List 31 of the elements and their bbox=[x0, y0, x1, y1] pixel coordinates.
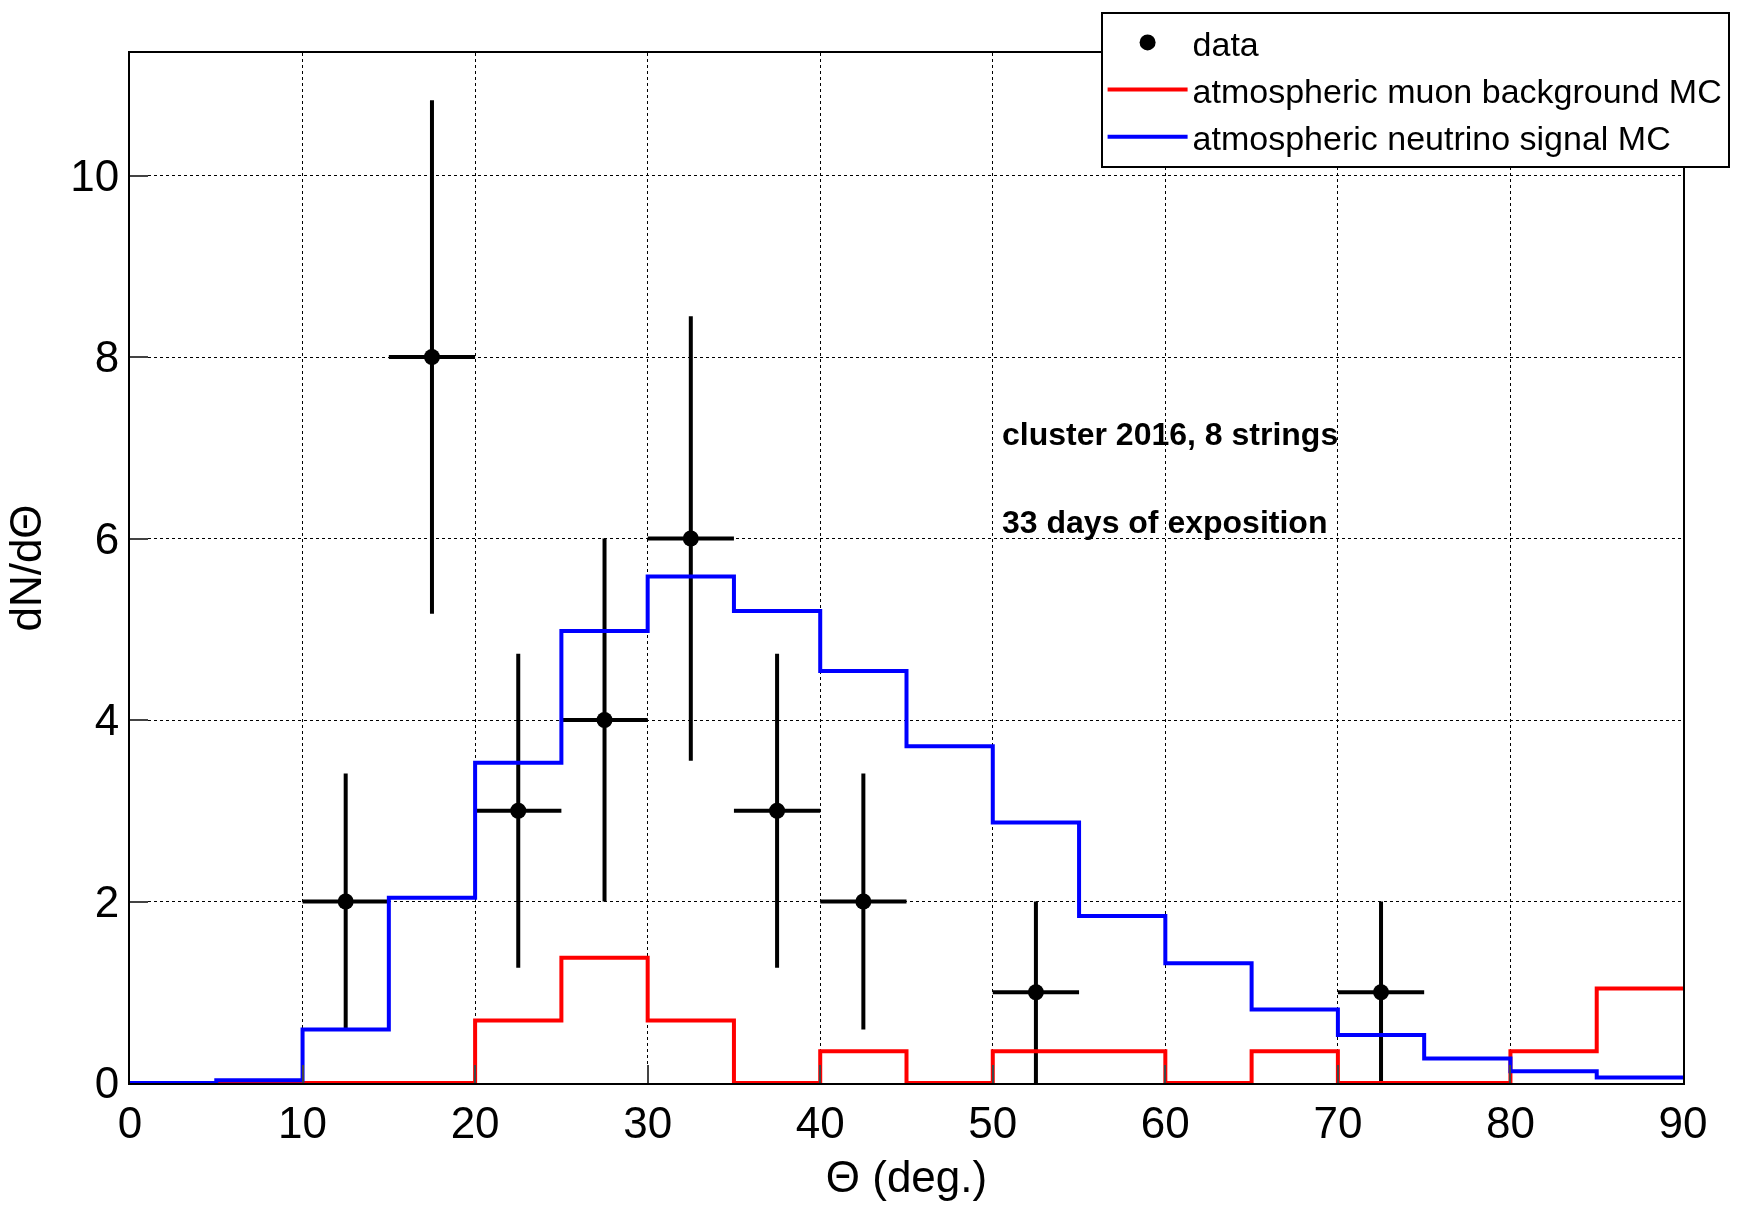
y-tick-label: 0 bbox=[94, 1058, 120, 1108]
annotation: cluster 2016, 8 strings bbox=[1002, 416, 1339, 452]
point bbox=[682, 530, 699, 547]
annotation: 33 days of exposition bbox=[1002, 504, 1328, 540]
y-tick-label: 2 bbox=[94, 876, 120, 926]
x-tick-label: 10 bbox=[278, 1097, 328, 1147]
x-tick-label: 30 bbox=[623, 1097, 673, 1147]
y-axis-title: dN/dΘ bbox=[0, 504, 50, 632]
y-tick-label: 6 bbox=[94, 513, 120, 563]
x-tick-label: 40 bbox=[795, 1097, 845, 1147]
point bbox=[855, 893, 872, 910]
point bbox=[596, 712, 613, 728]
x-tick-label: 20 bbox=[450, 1097, 500, 1147]
point bbox=[337, 893, 354, 910]
x-axis-title: Θ (deg.) bbox=[825, 1151, 988, 1201]
x-tick-label: 90 bbox=[1658, 1097, 1708, 1147]
legend-label: atmospheric neutrino signal MC bbox=[1192, 119, 1671, 158]
x-tick-label: 50 bbox=[968, 1097, 1018, 1147]
point bbox=[423, 349, 440, 365]
x-tick-label: 70 bbox=[1313, 1097, 1363, 1147]
legend-label: atmospheric muon background MC bbox=[1192, 71, 1722, 110]
y-tick-label: 4 bbox=[94, 695, 120, 745]
x-tick-label: 80 bbox=[1485, 1097, 1535, 1147]
point bbox=[769, 802, 786, 819]
y-tick-label: 8 bbox=[94, 332, 120, 382]
legend-label: data bbox=[1192, 24, 1259, 63]
x-tick-label: 60 bbox=[1140, 1097, 1190, 1147]
point bbox=[1373, 984, 1390, 1001]
point bbox=[510, 802, 527, 819]
y-tick-label: 10 bbox=[70, 150, 120, 200]
point bbox=[1027, 984, 1044, 1001]
